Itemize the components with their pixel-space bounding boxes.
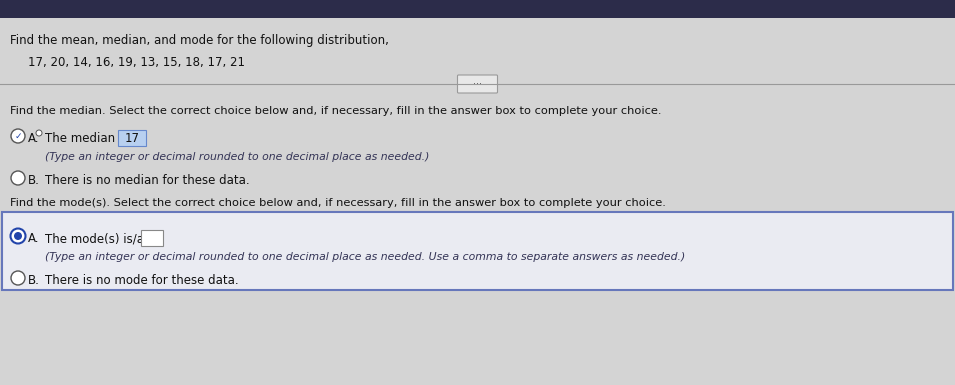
FancyBboxPatch shape (118, 130, 146, 146)
Text: Find the mean, median, and mode for the following distribution,: Find the mean, median, and mode for the … (10, 34, 389, 47)
Text: There is no median for these data.: There is no median for these data. (45, 174, 249, 187)
Text: B.: B. (28, 174, 40, 187)
Text: A.: A. (28, 132, 39, 145)
Text: (Type an integer or decimal rounded to one decimal place as needed. Use a comma : (Type an integer or decimal rounded to o… (45, 252, 686, 262)
Circle shape (14, 232, 22, 240)
Text: Find the median. Select the correct choice below and, if necessary, fill in the : Find the median. Select the correct choi… (10, 106, 662, 116)
Text: B.: B. (28, 274, 40, 287)
Text: (Type an integer or decimal rounded to one decimal place as needed.): (Type an integer or decimal rounded to o… (45, 152, 430, 162)
Text: A.: A. (28, 232, 39, 245)
Circle shape (11, 171, 25, 185)
FancyBboxPatch shape (0, 0, 955, 18)
Text: There is no mode for these data.: There is no mode for these data. (45, 274, 239, 287)
Circle shape (11, 271, 25, 285)
Text: The mode(s) is/are: The mode(s) is/are (45, 232, 156, 245)
Circle shape (11, 229, 26, 243)
FancyBboxPatch shape (0, 18, 955, 385)
Text: 17, 20, 14, 16, 19, 13, 15, 18, 17, 21: 17, 20, 14, 16, 19, 13, 15, 18, 17, 21 (28, 56, 245, 69)
Circle shape (36, 130, 42, 136)
Text: ···: ··· (473, 79, 482, 89)
FancyBboxPatch shape (457, 75, 498, 93)
Text: The median is: The median is (45, 132, 132, 145)
FancyBboxPatch shape (140, 230, 162, 246)
Circle shape (11, 129, 25, 143)
Text: ✓: ✓ (14, 132, 22, 141)
Text: Find the mode(s). Select the correct choice below and, if necessary, fill in the: Find the mode(s). Select the correct cho… (10, 198, 666, 208)
FancyBboxPatch shape (2, 212, 953, 290)
Text: 17: 17 (125, 132, 139, 144)
